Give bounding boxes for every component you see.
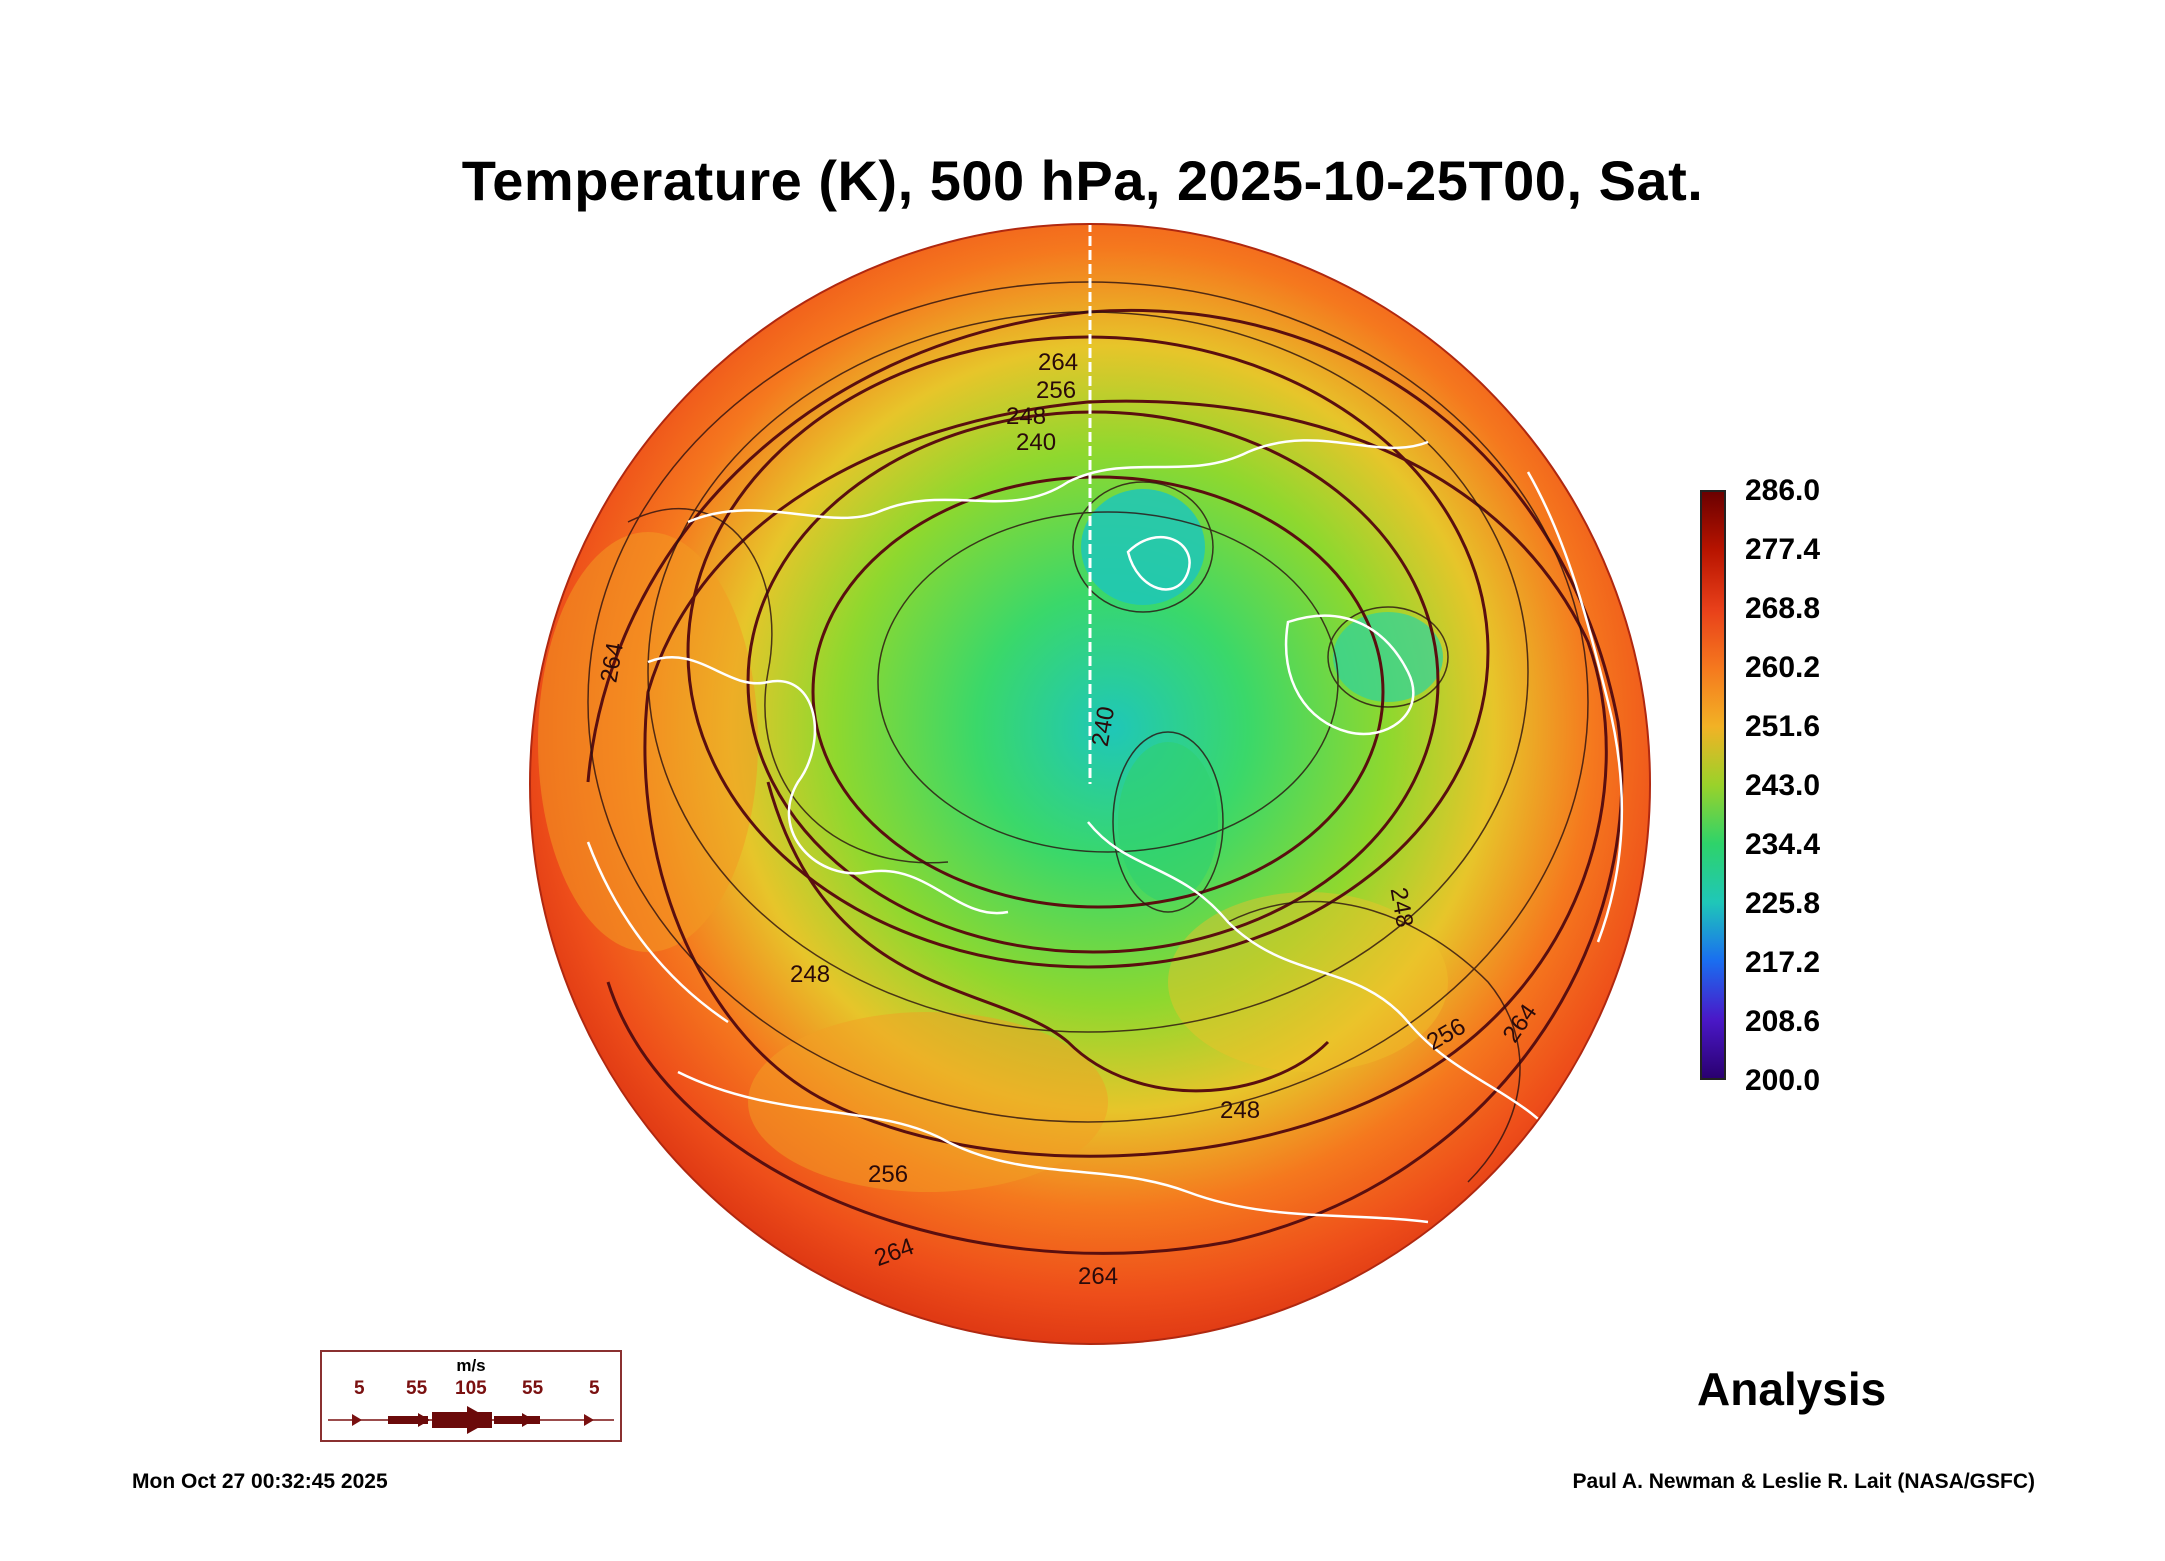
contour-label: 264 <box>1078 1263 1118 1290</box>
cold-pool <box>1081 489 1205 605</box>
map-svg: 264 256 248 240 240 248 248 256 256 264 … <box>529 223 1651 1345</box>
timestamp: Mon Oct 27 00:32:45 2025 <box>132 1470 388 1493</box>
polar-temperature-map: 264 256 248 240 240 248 248 256 256 264 … <box>528 222 1652 1346</box>
contour-label: 264 <box>1038 349 1078 376</box>
vector-value: 105 <box>455 1378 487 1399</box>
colorbar <box>1700 490 1726 1080</box>
colorbar-label: 225.8 <box>1745 887 1821 920</box>
vector-value: 55 <box>522 1378 544 1399</box>
vector-value: 5 <box>589 1378 600 1399</box>
colorbar-label: 286.0 <box>1745 474 1821 507</box>
wind-vector-legend: m/s 5 55 105 55 5 <box>320 1350 622 1442</box>
cold-pool <box>1118 742 1218 902</box>
map-title: Temperature (K), 500 hPa, 2025-10-25T00,… <box>461 149 1704 212</box>
colorbar-label: 217.2 <box>1745 946 1821 979</box>
contour-label: 240 <box>1016 429 1056 456</box>
vector-scale-arrow <box>328 1406 614 1434</box>
colorbar-label: 260.2 <box>1745 651 1821 684</box>
map-edge <box>529 223 1651 1345</box>
vector-units: m/s <box>456 1356 486 1375</box>
colorbar-label: 243.0 <box>1745 769 1821 802</box>
colorbar-label: 277.4 <box>1745 533 1821 566</box>
vector-value: 5 <box>354 1378 365 1399</box>
contour-label: 248 <box>1006 403 1046 430</box>
warm-lobe <box>1168 892 1448 1072</box>
credit: Paul A. Newman & Leslie R. Lait (NASA/GS… <box>1572 1470 2035 1493</box>
colorbar-label: 268.8 <box>1745 592 1821 625</box>
colorbar-label: 251.6 <box>1745 710 1821 743</box>
warm-lobe <box>748 1012 1108 1192</box>
contour-label: 256 <box>1036 377 1076 404</box>
thin-contours <box>587 281 1589 1183</box>
cold-pool <box>1333 612 1443 702</box>
contour-label: 256 <box>868 1161 908 1188</box>
contour-label: 248 <box>790 961 830 988</box>
colorbar-label: 208.6 <box>1745 1005 1821 1038</box>
contour-label: 248 <box>1220 1097 1260 1124</box>
analysis-label: Analysis <box>1697 1363 1887 1415</box>
vector-value: 55 <box>406 1378 428 1399</box>
coastlines <box>586 439 1624 1224</box>
colorbar-label: 200.0 <box>1745 1064 1821 1097</box>
contour-labels: 264 256 248 240 240 248 248 256 256 264 … <box>595 349 1542 1290</box>
colorbar-label: 234.4 <box>1745 828 1821 861</box>
warm-lobe <box>538 532 758 952</box>
